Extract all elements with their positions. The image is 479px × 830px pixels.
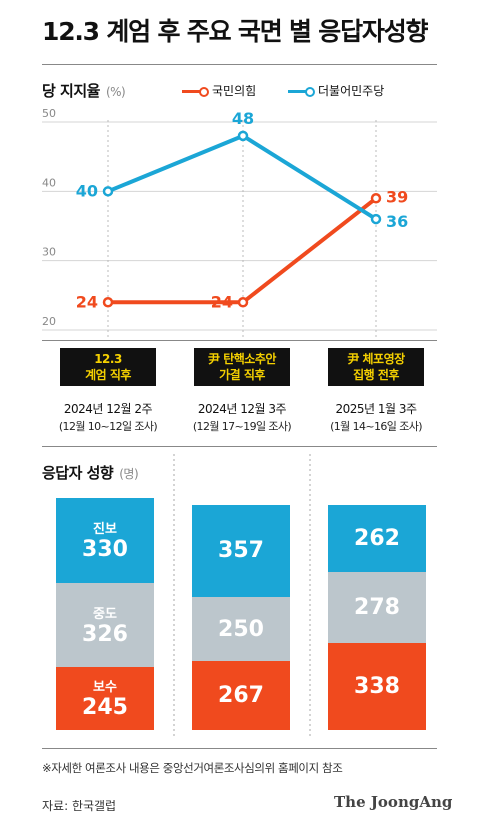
bar1-moderate-label: 중도: [93, 606, 117, 622]
legend-item-ppp: 국민의힘: [182, 82, 256, 99]
bar1-progressive-label: 진보: [93, 522, 117, 538]
bar1-conservative-value: 245: [82, 695, 128, 721]
bar3-moderate-segment: 278: [328, 572, 426, 644]
line-chart-baseline: [42, 340, 437, 341]
bar1-moderate-segment: 중도 326: [56, 582, 154, 667]
source-credit: 자료: 한국갤럽: [42, 799, 117, 813]
series-line-1: [108, 196, 378, 305]
event-line-2a: 尹 탄핵소추안: [208, 352, 276, 366]
period-date-1: 2024년 12월 2주: [63, 402, 153, 416]
bar1-progressive-value: 330: [82, 537, 128, 563]
line-chart: 20 30 40 50 24 24 39 40 48 36: [42, 107, 437, 340]
series1-point-3: [370, 193, 382, 204]
event-box-2: 尹 탄핵소추안 가결 직후: [194, 348, 290, 386]
bar3-progressive-segment: 262: [328, 505, 426, 573]
bar2-progressive-segment: 357: [192, 505, 290, 597]
series2-point-1: [102, 186, 114, 197]
bar2-moderate-value: 250: [218, 616, 264, 642]
title-divider: [42, 64, 437, 65]
period-range-1: (12월 10~12일 조사): [58, 420, 158, 433]
y-tick-label-20: 20: [42, 315, 56, 328]
event-line-1b: 계엄 직후: [85, 368, 131, 382]
bar-section-label: 응답자 성향 (명): [42, 462, 139, 483]
event-line-2b: 가결 직후: [219, 368, 265, 382]
period-range-2: (12월 17~19일 조사): [192, 420, 292, 433]
line-section-unit: (%): [105, 85, 126, 99]
series2-data-label-3: 36: [386, 212, 408, 231]
series1-point-2: [237, 297, 249, 308]
stacked-bar-3: 262 278 338: [328, 505, 426, 730]
legend-label-dpk: 더불어민주당: [318, 84, 385, 98]
y-tick-label-50: 50: [42, 107, 56, 120]
y-tick-label-40: 40: [42, 176, 56, 189]
y-tick-label-30: 30: [42, 246, 56, 259]
period-date-2: 2024년 12월 3주: [197, 402, 287, 416]
series1-data-label-3: 39: [386, 187, 408, 206]
section-divider: [42, 446, 437, 447]
series1-data-label-2: 24: [211, 292, 233, 311]
bar2-conservative-segment: 267: [192, 661, 290, 730]
series1-point-1: [102, 297, 114, 308]
period-date-3: 2025년 1월 3주: [335, 402, 417, 416]
series-line-2: [107, 133, 378, 221]
bar1-conservative-segment: 보수 245: [56, 666, 154, 730]
line-section-title: 당 지지율: [42, 82, 100, 100]
legend-label-ppp: 국민의힘: [212, 84, 257, 98]
stacked-bar-2: 357 250 267: [192, 505, 290, 730]
legend-swatch-ppp: [182, 86, 209, 97]
period-range-3: (1월 14~16일 조사): [330, 420, 422, 433]
bar3-conservative-value: 338: [354, 674, 400, 700]
event-box-1: 12.3 계엄 직후: [60, 348, 156, 386]
bar1-progressive-segment: 진보 330: [56, 498, 154, 583]
bar1-moderate-value: 326: [82, 621, 128, 647]
series2-data-label-2: 48: [232, 109, 254, 128]
legend-swatch-dpk: [288, 86, 315, 97]
chart-title: 12.3 계엄 후 주요 국면 별 응답자성향: [42, 17, 429, 46]
event-line-3a: 尹 체포영장: [347, 352, 405, 366]
event-line-1a: 12.3: [94, 352, 122, 366]
bar1-conservative-label: 보수: [93, 680, 117, 696]
bar2-progressive-value: 357: [218, 538, 264, 564]
bar3-conservative-segment: 338: [328, 643, 426, 730]
column-dividers: [173, 454, 311, 736]
series2-point-3: [370, 213, 382, 225]
legend-item-dpk: 더불어민주당: [288, 82, 384, 99]
bar2-conservative-value: 267: [218, 683, 264, 709]
footnote: ※자세한 여론조사 내용은 중앙선거여론조사심의위 홈페이지 참조: [42, 761, 343, 775]
bar-section-unit: (명): [119, 467, 139, 481]
event-box-3: 尹 체포영장 집행 전후: [328, 348, 424, 386]
bar-section-title: 응답자 성향: [42, 464, 114, 482]
bar3-moderate-value: 278: [354, 595, 400, 621]
series2-data-label-1: 40: [76, 181, 98, 200]
series2-point-2: [237, 130, 249, 142]
line-section-label: 당 지지율 (%): [42, 80, 126, 101]
stacked-bar-1: 진보 330 중도 326 보수 245: [56, 498, 154, 730]
bar3-progressive-value: 262: [354, 526, 400, 552]
bar2-moderate-segment: 250: [192, 596, 290, 662]
footer-divider: [42, 748, 437, 749]
event-line-3b: 집행 전후: [353, 368, 399, 382]
series1-data-label-1: 24: [76, 292, 98, 311]
publisher-logo: The JoongAng: [334, 793, 453, 811]
